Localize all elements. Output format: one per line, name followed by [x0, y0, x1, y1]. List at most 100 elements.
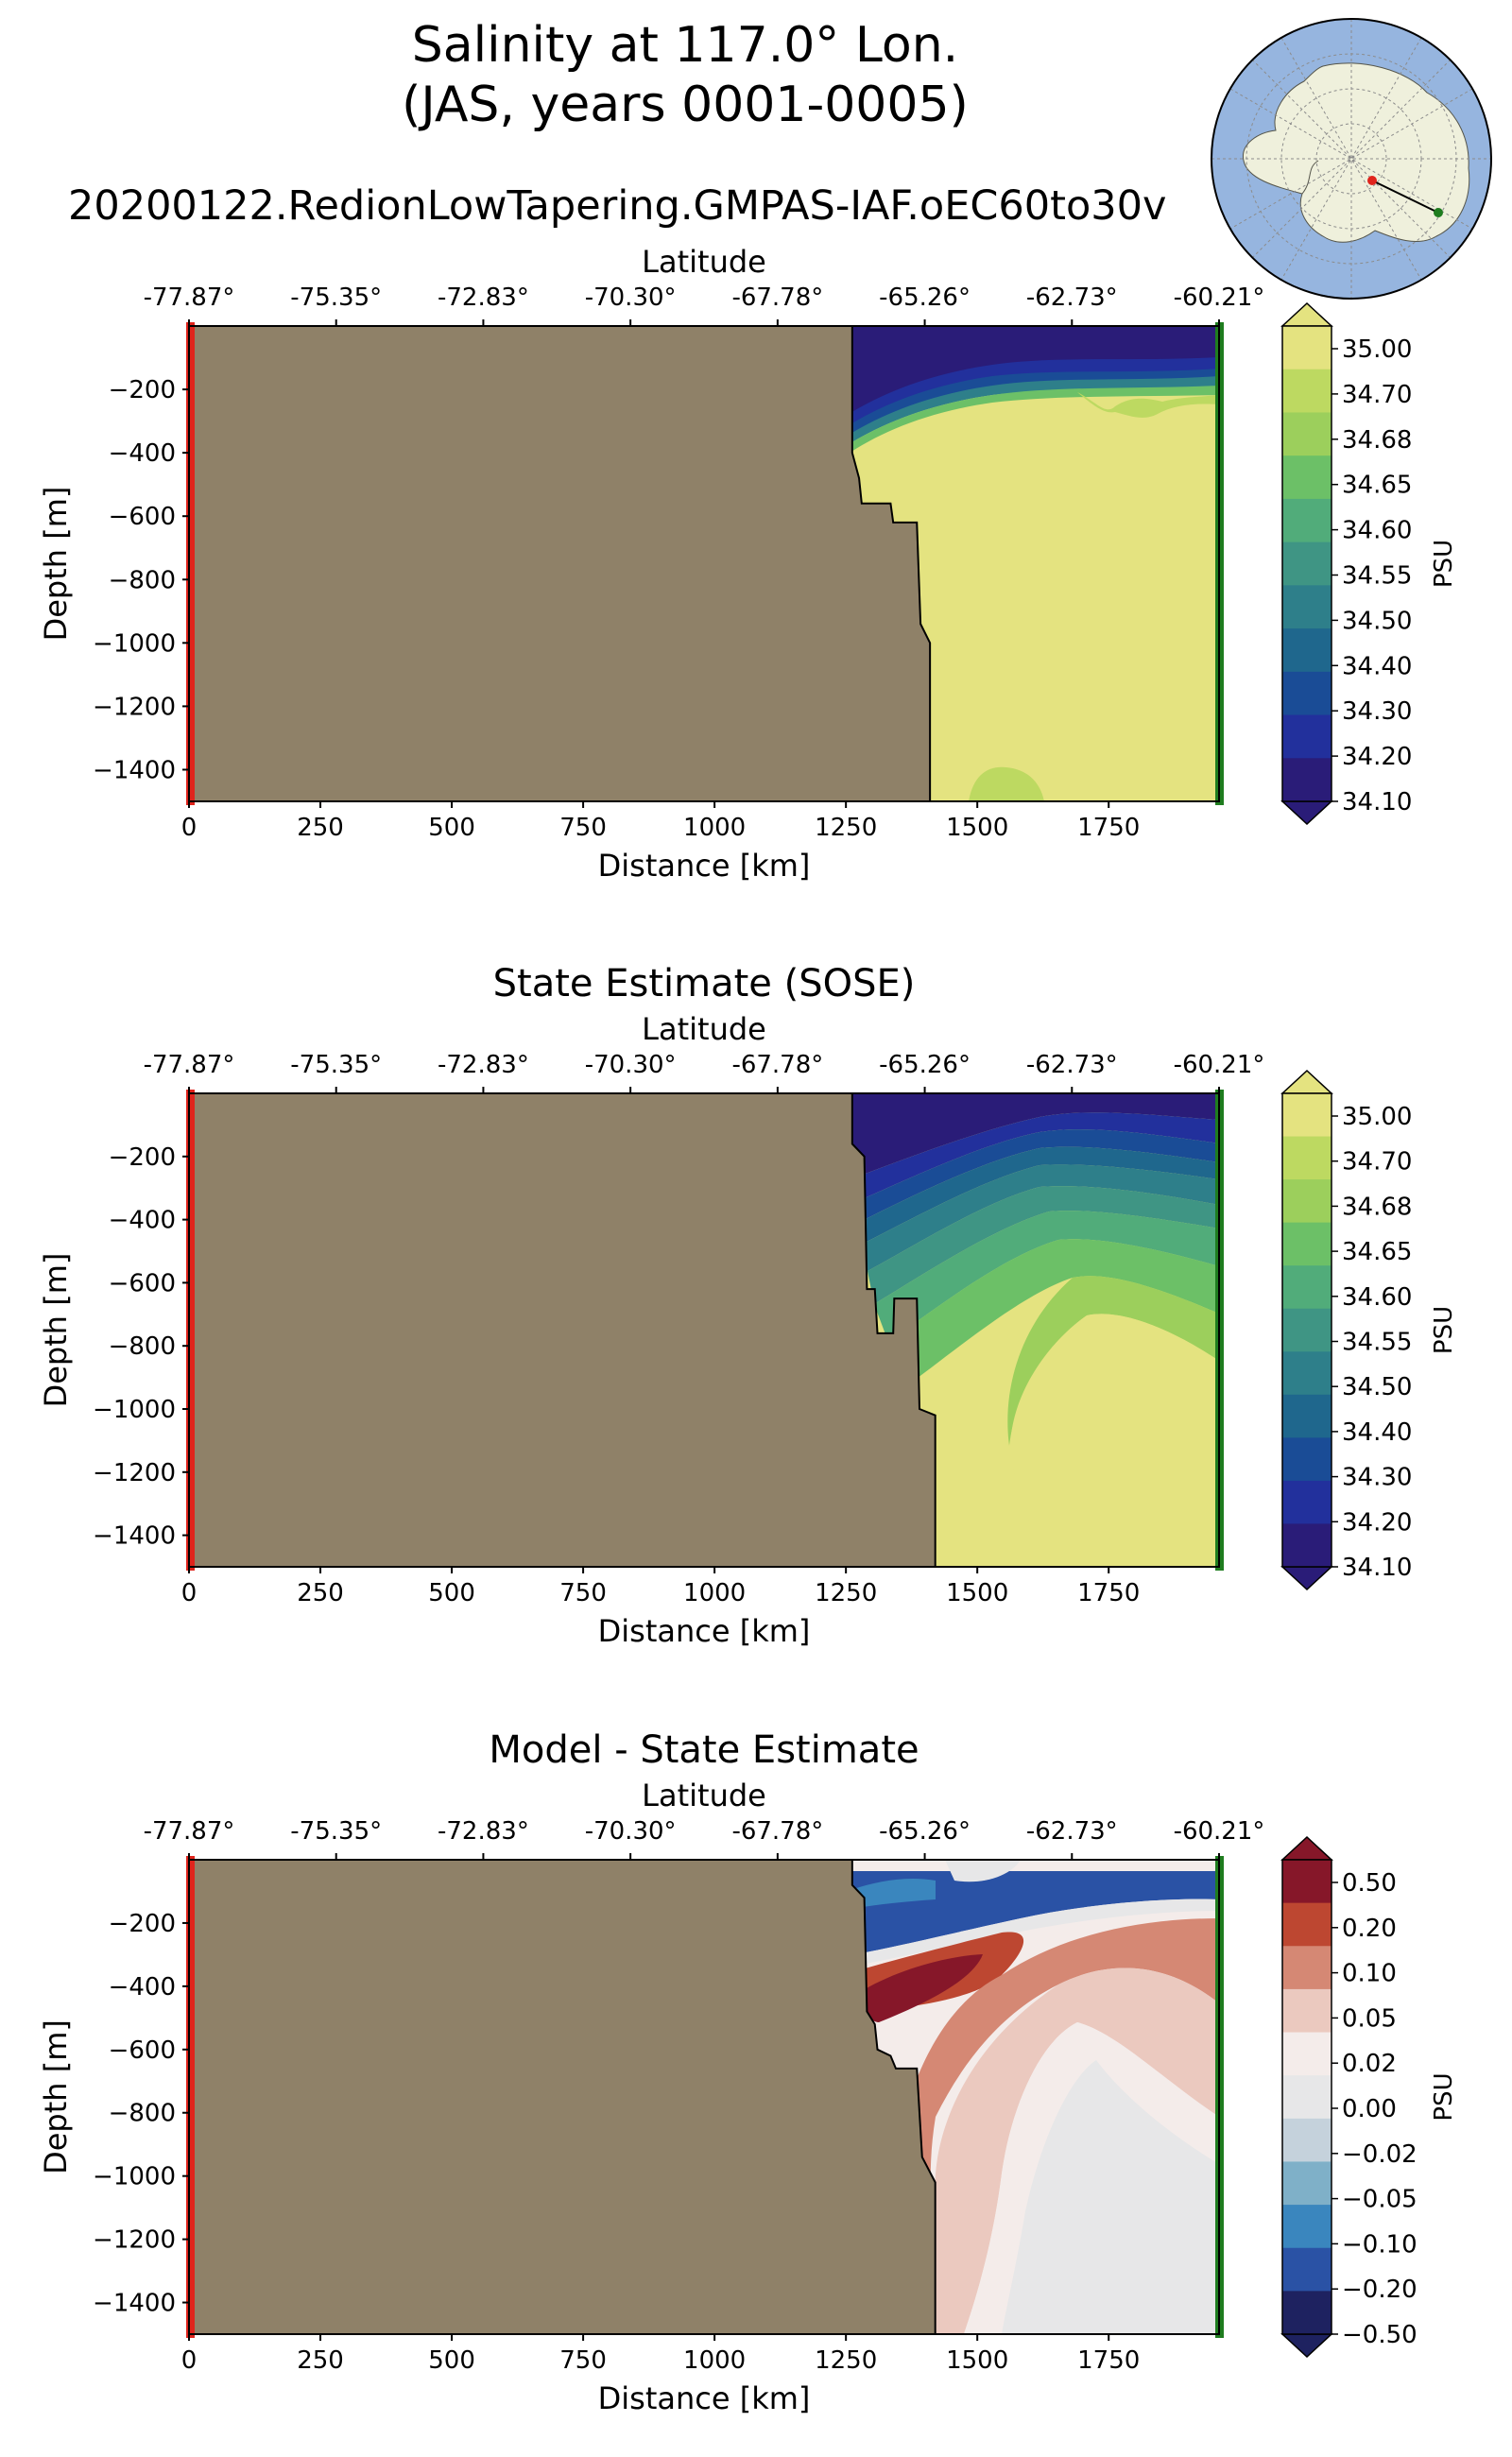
land-mask [189, 1860, 936, 2334]
x-tick-label: 1000 [683, 814, 746, 842]
colorbar-tick-label: 34.55 [1342, 562, 1412, 591]
colorbar-segment [1282, 2075, 1332, 2120]
y-axis-label: Depth [m] [38, 1253, 74, 1408]
colorbar-segment [1282, 1222, 1332, 1266]
colorbar-segment [1282, 2205, 1332, 2249]
colorbar-segment [1282, 1265, 1332, 1310]
figure-title-line1: Salinity at 117.0° Lon. [412, 17, 958, 74]
colorbar-tick-label: 0.00 [1342, 2095, 1397, 2123]
lat-tick-label: -62.73° [1026, 284, 1118, 312]
colorbar-segment [1282, 714, 1332, 759]
colorbar-tick-label: 34.10 [1342, 788, 1412, 816]
colorbar-bottom-extension [1280, 2333, 1333, 2359]
y-tick-label: −200 [109, 1910, 176, 1938]
contour-band [1009, 1314, 1219, 1567]
x-tick-label: 250 [297, 2346, 344, 2375]
y-tick-label: −800 [109, 566, 176, 594]
contour-band [846, 1871, 1219, 1954]
lat-tick-label: -65.26° [879, 284, 971, 312]
contour-band [846, 326, 1219, 416]
lat-tick-label: -75.35° [290, 284, 382, 312]
contour-band [846, 1093, 1219, 1181]
colorbar-bottom-extension [1280, 1566, 1333, 1591]
coastline [850, 326, 932, 801]
colorbar-tick-label: 34.70 [1342, 381, 1412, 409]
x-tick-label: 1250 [815, 814, 877, 842]
difference-panel: Model - State Estimate 0 250 500 750 1000 1250… [38, 1728, 1458, 2416]
lat-tick-label: -77.87° [144, 1051, 235, 1079]
contour-band [846, 386, 1219, 455]
contour-band [945, 1860, 1021, 1882]
lat-tick-label: -75.35° [290, 1051, 382, 1079]
lat-tick-label: -65.26° [879, 1817, 971, 1846]
colorbar-segment [1282, 541, 1332, 586]
colorbar: 35.00 34.70 34.68 34.65 34.60 34.55 34.50 34.40… [1280, 1069, 1458, 1591]
x-tick-label: 250 [297, 814, 344, 842]
colorbar-tick-label: −0.02 [1342, 2140, 1418, 2169]
panel-title: State Estimate (SOSE) [493, 962, 916, 1005]
x-tick-label: 1750 [1077, 1579, 1140, 1607]
y-tick-label: −400 [109, 1207, 176, 1235]
contour-band [850, 1879, 936, 1909]
x-axis-label: Distance [km] [598, 2380, 811, 2416]
land-mask [189, 1093, 936, 1567]
colorbar: 0.50 0.20 0.10 0.05 0.02 0.00 −0.02 −0.05 −0.10 −… [1280, 1835, 1458, 2359]
panel-title: Model - State Estimate [489, 1728, 919, 1772]
lat-tick-label: -72.83° [438, 1817, 529, 1846]
lat-tick-label: -67.78° [731, 284, 823, 312]
colorbar-segment [1282, 585, 1332, 629]
contour-band [862, 1146, 1219, 1243]
colorbar-label: PSU [1430, 1306, 1458, 1354]
colorbar-segment [1282, 1394, 1332, 1438]
colorbar-tick-label: 34.10 [1342, 1554, 1412, 1582]
lat-tick-label: -62.73° [1026, 1051, 1118, 1079]
y-tick-label: −1200 [93, 693, 176, 721]
colorbar-segment [1282, 1480, 1332, 1524]
section-start-marker [1367, 176, 1377, 185]
x-tick-label: 1000 [683, 2346, 746, 2375]
colorbar-segment [1282, 455, 1332, 500]
x-tick-label: 250 [297, 1579, 344, 1607]
contour-band [860, 1129, 1219, 1221]
axes-frame [188, 1092, 1220, 1568]
y-tick-label: −800 [109, 2100, 176, 2128]
colorbar-segment [1282, 1860, 1332, 1904]
colorbar-top-extension [1280, 1069, 1333, 1094]
lat-tick-label: -60.21° [1174, 1817, 1265, 1846]
colorbar-segment [1282, 1902, 1332, 1947]
top-axis-label: Latitude [642, 1778, 766, 1813]
x-tick-label: 0 [181, 2346, 198, 2375]
colorbar-tick-label: 0.50 [1342, 1869, 1397, 1898]
colorbar-tick-label: 34.65 [1342, 472, 1412, 500]
colorbar-tick-label: −0.20 [1342, 2276, 1418, 2304]
colorbar-tick-label: 0.20 [1342, 1915, 1397, 1943]
x-tick-label: 0 [181, 814, 198, 842]
colorbar-label: PSU [1430, 2072, 1458, 2121]
colorbar-tick-label: 34.30 [1342, 1464, 1412, 1492]
lat-tick-label: -72.83° [438, 284, 529, 312]
colorbar-segment [1282, 498, 1332, 543]
run-name: 20200122.RedionLowTapering.GMPAS-IAF.oEC… [68, 182, 1166, 230]
colorbar-segment [1282, 2118, 1332, 2162]
y-tick-label: −1000 [93, 2163, 176, 2191]
colorbar-tick-label: 34.60 [1342, 1283, 1412, 1312]
lat-tick-label: -70.30° [585, 1817, 677, 1846]
x-tick-label: 750 [559, 814, 607, 842]
x-tick-label: 500 [428, 2346, 475, 2375]
y-tick-label: −1200 [93, 1459, 176, 1487]
y-tick-label: −1000 [93, 1396, 176, 1424]
x-tick-label: 0 [181, 1579, 198, 1607]
y-tick-label: −600 [109, 1269, 176, 1297]
x-tick-label: 500 [428, 1579, 475, 1607]
contour-band [868, 1186, 1219, 1304]
lat-tick-label: -65.26° [879, 1051, 971, 1079]
colorbar-segment [1282, 1437, 1332, 1482]
section-start-bar [186, 322, 195, 805]
y-tick-label: −200 [109, 1143, 176, 1172]
contour-band [1007, 1276, 1219, 1446]
contour-band [874, 1211, 1219, 1342]
x-tick-label: 1250 [815, 1579, 877, 1607]
inset-graticule [1211, 19, 1491, 299]
y-tick-label: −1000 [93, 629, 176, 658]
